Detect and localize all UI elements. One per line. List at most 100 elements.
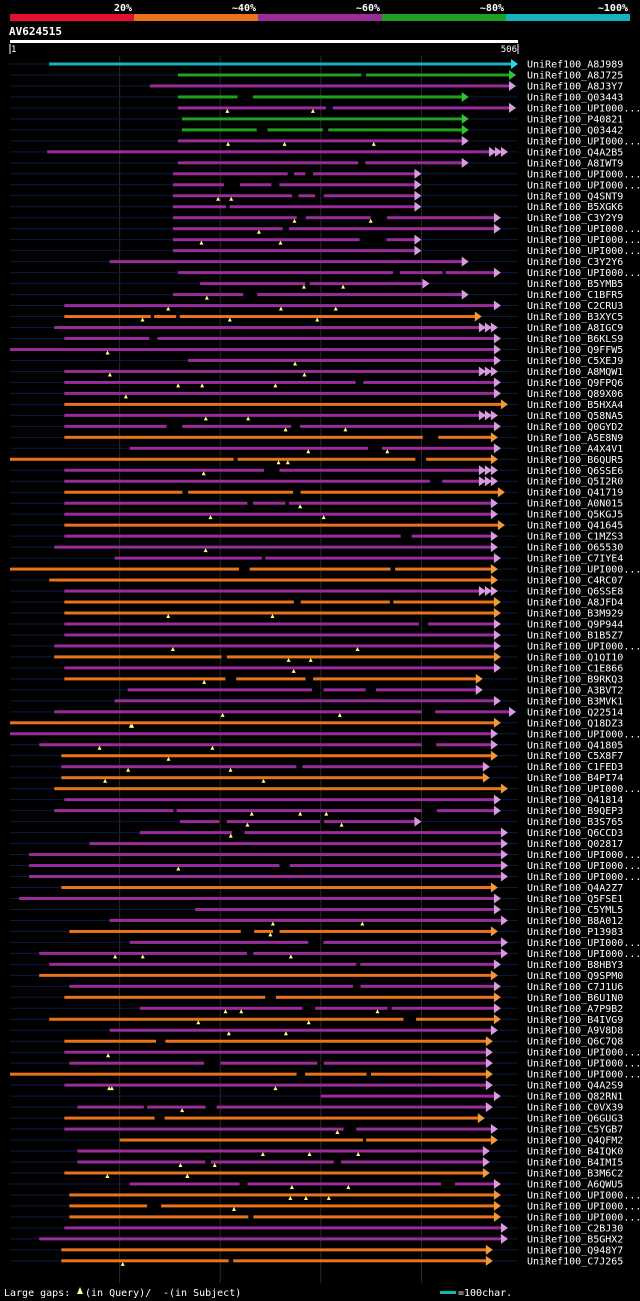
hit-row[interactable]: UniRef100_B6U1N0 — [10, 992, 623, 1004]
hit-row[interactable]: UniRef100_UPI000... — [10, 1058, 640, 1070]
hit-label[interactable]: UniRef100_O65530 — [527, 543, 623, 554]
hit-row[interactable]: UniRef100_Q22514 — [10, 706, 623, 719]
hit-label[interactable]: UniRef100_Q5I2R0 — [527, 477, 623, 488]
hit-label[interactable]: UniRef100_C2CRU3 — [527, 301, 623, 312]
hit-row[interactable]: UniRef100_A8JFD4 — [10, 597, 623, 609]
hit-label[interactable]: UniRef100_UPI000... — [527, 1059, 640, 1070]
hit-row[interactable]: UniRef100_Q03443 — [10, 91, 623, 104]
hit-row[interactable]: UniRef100_Q4A2S9 — [10, 1080, 623, 1092]
hit-label[interactable]: UniRef100_A8MQW1 — [527, 367, 623, 378]
hit-row[interactable]: UniRef100_UPI000... — [10, 860, 640, 873]
hit-row[interactable]: UniRef100_Q41645 — [10, 520, 623, 532]
hit-row[interactable]: UniRef100_A9V8D8 — [10, 1025, 623, 1037]
hit-row[interactable]: UniRef100_C5XEJ9 — [10, 355, 623, 367]
hit-label[interactable]: UniRef100_Q4QFM2 — [527, 1136, 623, 1147]
hit-label[interactable]: UniRef100_B3XYC5 — [527, 312, 623, 323]
hit-row[interactable]: UniRef100_Q4A2B5 — [10, 146, 623, 159]
hit-label[interactable]: UniRef100_B3MVK1 — [527, 696, 623, 707]
hit-label[interactable]: UniRef100_UPI000... — [527, 268, 640, 279]
hit-label[interactable]: UniRef100_Q9P944 — [527, 619, 623, 630]
hit-label[interactable]: UniRef100_C7J265 — [527, 1256, 623, 1267]
hit-row[interactable]: UniRef100_UPI000... — [10, 871, 640, 884]
hit-row[interactable]: UniRef100_Q9FFW5 — [10, 344, 623, 356]
hit-label[interactable]: UniRef100_UPI000... — [527, 180, 640, 191]
hit-label[interactable]: UniRef100_Q4SNT9 — [527, 191, 623, 202]
hit-row[interactable]: UniRef100_C5X8F7 — [10, 750, 623, 763]
hit-label[interactable]: UniRef100_UPI000... — [527, 1190, 640, 1201]
hit-row[interactable]: UniRef100_Q6C7Q8 — [10, 1036, 623, 1048]
hit-row[interactable]: UniRef100_C7IYE4 — [10, 553, 623, 565]
hit-row[interactable]: UniRef100_Q02817 — [10, 838, 623, 851]
hit-row[interactable]: UniRef100_A8J3Y7 — [10, 80, 623, 93]
hit-row[interactable]: UniRef100_Q89X06 — [10, 388, 623, 400]
hit-label[interactable]: UniRef100_UPI000... — [527, 246, 640, 257]
hit-label[interactable]: UniRef100_UPI000... — [527, 103, 640, 114]
hit-label[interactable]: UniRef100_C1E866 — [527, 663, 623, 674]
hit-label[interactable]: UniRef100_Q9FPQ6 — [527, 378, 623, 389]
hit-label[interactable]: UniRef100_UPI000... — [527, 938, 640, 949]
hit-label[interactable]: UniRef100_A8J3Y7 — [527, 81, 623, 92]
hit-label[interactable]: UniRef100_UPI000... — [527, 565, 640, 576]
hit-row[interactable]: UniRef100_Q5KGJ5 — [10, 509, 623, 521]
hit-label[interactable]: UniRef100_B9RKQ3 — [527, 674, 623, 685]
hit-row[interactable]: UniRef100_UPI000... — [10, 937, 640, 949]
hit-label[interactable]: UniRef100_P40821 — [527, 114, 623, 125]
hit-label[interactable]: UniRef100_Q6C7Q8 — [527, 1037, 623, 1048]
hit-row[interactable]: UniRef100_Q4QFM2 — [10, 1135, 623, 1147]
hit-label[interactable]: UniRef100_C5X8F7 — [527, 751, 623, 762]
hit-row[interactable]: UniRef100_B4IQK0 — [10, 1146, 623, 1158]
hit-label[interactable]: UniRef100_B6KLS9 — [527, 334, 623, 345]
hit-label[interactable]: UniRef100_B5XGK6 — [527, 202, 623, 213]
hit-label[interactable]: UniRef100_Q4A2B5 — [527, 147, 623, 158]
hit-row[interactable]: UniRef100_A4X4V1 — [10, 443, 623, 455]
hit-label[interactable]: UniRef100_UPI000... — [527, 784, 640, 795]
hit-row[interactable]: UniRef100_C7J1U6 — [10, 981, 623, 993]
hit-row[interactable]: UniRef100_Q9P944 — [10, 618, 623, 631]
hit-label[interactable]: UniRef100_Q22514 — [527, 707, 623, 718]
hit-label[interactable]: UniRef100_C1BFR5 — [527, 290, 623, 301]
hit-row[interactable]: UniRef100_UPI000... — [10, 564, 640, 576]
hit-label[interactable]: UniRef100_UPI000... — [527, 729, 640, 740]
hit-row[interactable]: UniRef100_UPI000... — [10, 1069, 640, 1081]
hit-label[interactable]: UniRef100_C5YML5 — [527, 905, 623, 916]
hit-label[interactable]: UniRef100_UPI000... — [527, 1048, 640, 1059]
hit-label[interactable]: UniRef100_Q03443 — [527, 92, 623, 103]
hit-row[interactable]: UniRef100_Q9SPM0 — [10, 970, 623, 982]
hit-label[interactable]: UniRef100_C4RC07 — [527, 576, 623, 587]
hit-label[interactable]: UniRef100_Q82RN1 — [527, 1092, 623, 1103]
hit-row[interactable]: UniRef100_B6QUR5 — [10, 454, 623, 466]
hit-label[interactable]: UniRef100_Q4A2Z7 — [527, 883, 623, 894]
hit-label[interactable]: UniRef100_B1B5Z7 — [527, 630, 623, 641]
hit-row[interactable]: UniRef100_UPI000... — [10, 1200, 640, 1213]
hit-label[interactable]: UniRef100_C0VX39 — [527, 1103, 623, 1114]
hit-row[interactable]: UniRef100_B4IVG9 — [10, 1014, 623, 1026]
hit-row[interactable]: UniRef100_A8J989 — [10, 59, 623, 71]
hit-row[interactable]: UniRef100_B3S765 — [10, 816, 623, 829]
hit-label[interactable]: UniRef100_B4IMI5 — [527, 1158, 623, 1169]
hit-row[interactable]: UniRef100_UPI000... — [10, 1047, 640, 1059]
hit-label[interactable]: UniRef100_A7P9B2 — [527, 1004, 623, 1015]
hit-label[interactable]: UniRef100_A6QWU5 — [527, 1179, 623, 1190]
hit-row[interactable]: UniRef100_UPI000... — [10, 1211, 640, 1224]
hit-row[interactable]: UniRef100_C3Y2Y9 — [10, 212, 623, 225]
hit-row[interactable]: UniRef100_Q41805 — [10, 739, 623, 752]
hit-label[interactable]: UniRef100_UPI000... — [527, 861, 640, 872]
hit-label[interactable]: UniRef100_B3S765 — [527, 817, 623, 828]
hit-label[interactable]: UniRef100_C1MZS3 — [527, 532, 623, 543]
hit-row[interactable]: UniRef100_P40821 — [10, 113, 623, 126]
hit-label[interactable]: UniRef100_UPI000... — [527, 1070, 640, 1081]
hit-row[interactable]: UniRef100_C2CRU3 — [10, 300, 623, 313]
hit-row[interactable]: UniRef100_UPI000... — [10, 267, 640, 280]
hit-row[interactable]: UniRef100_UPI000... — [10, 783, 640, 796]
hit-row[interactable]: UniRef100_A8MQW1 — [10, 366, 623, 378]
hit-row[interactable]: UniRef100_C3Y2Y6 — [10, 256, 623, 269]
hit-label[interactable]: UniRef100_B4IQK0 — [527, 1147, 623, 1158]
hit-row[interactable]: UniRef100_B8HBY3 — [10, 959, 623, 971]
hit-label[interactable]: UniRef100_Q9FFW5 — [527, 345, 623, 356]
hit-label[interactable]: UniRef100_Q03442 — [527, 125, 623, 136]
hit-row[interactable]: UniRef100_B3XYC5 — [10, 311, 623, 324]
hit-row[interactable]: UniRef100_UPI000... — [10, 223, 640, 236]
hit-row[interactable]: UniRef100_UPI000... — [10, 728, 640, 741]
hit-row[interactable]: UniRef100_A8IGC9 — [10, 322, 623, 335]
hit-row[interactable]: UniRef100_C5YML5 — [10, 904, 623, 916]
